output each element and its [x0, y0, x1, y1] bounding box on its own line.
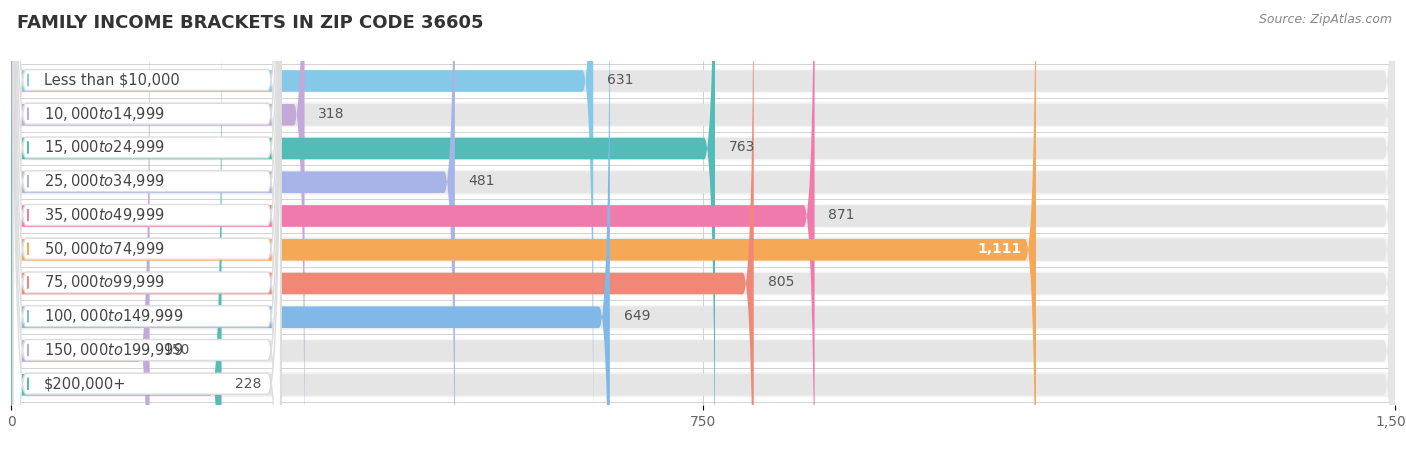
FancyBboxPatch shape	[11, 0, 1395, 450]
FancyBboxPatch shape	[13, 0, 281, 450]
Text: $100,000 to $149,999: $100,000 to $149,999	[44, 307, 183, 325]
FancyBboxPatch shape	[11, 102, 1395, 127]
FancyBboxPatch shape	[11, 0, 305, 450]
FancyBboxPatch shape	[13, 0, 281, 450]
Text: $10,000 to $14,999: $10,000 to $14,999	[44, 105, 165, 123]
Text: FAMILY INCOME BRACKETS IN ZIP CODE 36605: FAMILY INCOME BRACKETS IN ZIP CODE 36605	[17, 14, 484, 32]
FancyBboxPatch shape	[11, 0, 754, 450]
FancyBboxPatch shape	[11, 0, 222, 450]
FancyBboxPatch shape	[11, 0, 716, 450]
FancyBboxPatch shape	[13, 0, 281, 450]
Text: $50,000 to $74,999: $50,000 to $74,999	[44, 240, 165, 258]
Text: 1,111: 1,111	[979, 242, 1022, 256]
Text: 481: 481	[468, 174, 495, 188]
FancyBboxPatch shape	[11, 0, 1395, 450]
Text: $200,000+: $200,000+	[44, 376, 127, 391]
FancyBboxPatch shape	[11, 0, 1036, 450]
FancyBboxPatch shape	[11, 0, 814, 450]
FancyBboxPatch shape	[11, 0, 1395, 450]
Text: $75,000 to $99,999: $75,000 to $99,999	[44, 274, 165, 292]
FancyBboxPatch shape	[11, 0, 1395, 450]
Text: 150: 150	[163, 343, 190, 357]
Text: 871: 871	[828, 208, 855, 222]
FancyBboxPatch shape	[11, 0, 1395, 450]
FancyBboxPatch shape	[11, 0, 1395, 450]
FancyBboxPatch shape	[11, 0, 456, 450]
FancyBboxPatch shape	[11, 0, 149, 450]
Text: 228: 228	[235, 377, 262, 391]
FancyBboxPatch shape	[11, 136, 1395, 161]
FancyBboxPatch shape	[11, 0, 1395, 450]
FancyBboxPatch shape	[11, 237, 1395, 262]
Text: $25,000 to $34,999: $25,000 to $34,999	[44, 172, 165, 190]
FancyBboxPatch shape	[11, 0, 1395, 450]
FancyBboxPatch shape	[11, 338, 1395, 364]
Text: Less than $10,000: Less than $10,000	[44, 72, 180, 87]
FancyBboxPatch shape	[11, 0, 1395, 450]
Text: Source: ZipAtlas.com: Source: ZipAtlas.com	[1258, 14, 1392, 27]
FancyBboxPatch shape	[13, 0, 281, 450]
FancyBboxPatch shape	[11, 0, 1395, 450]
Text: 649: 649	[624, 309, 650, 323]
FancyBboxPatch shape	[11, 372, 1395, 397]
FancyBboxPatch shape	[13, 0, 281, 450]
Text: 763: 763	[728, 140, 755, 154]
FancyBboxPatch shape	[13, 0, 281, 450]
FancyBboxPatch shape	[11, 0, 593, 450]
Text: $35,000 to $49,999: $35,000 to $49,999	[44, 206, 165, 224]
Text: 631: 631	[607, 73, 634, 87]
Text: $15,000 to $24,999: $15,000 to $24,999	[44, 139, 165, 157]
FancyBboxPatch shape	[13, 0, 281, 450]
Text: 318: 318	[318, 107, 344, 121]
FancyBboxPatch shape	[13, 0, 281, 450]
FancyBboxPatch shape	[13, 0, 281, 450]
FancyBboxPatch shape	[11, 170, 1395, 195]
FancyBboxPatch shape	[11, 68, 1395, 94]
FancyBboxPatch shape	[11, 0, 610, 450]
FancyBboxPatch shape	[11, 305, 1395, 330]
FancyBboxPatch shape	[13, 0, 281, 450]
FancyBboxPatch shape	[11, 203, 1395, 229]
Text: $150,000 to $199,999: $150,000 to $199,999	[44, 341, 183, 359]
Text: 805: 805	[768, 275, 794, 289]
FancyBboxPatch shape	[11, 271, 1395, 296]
